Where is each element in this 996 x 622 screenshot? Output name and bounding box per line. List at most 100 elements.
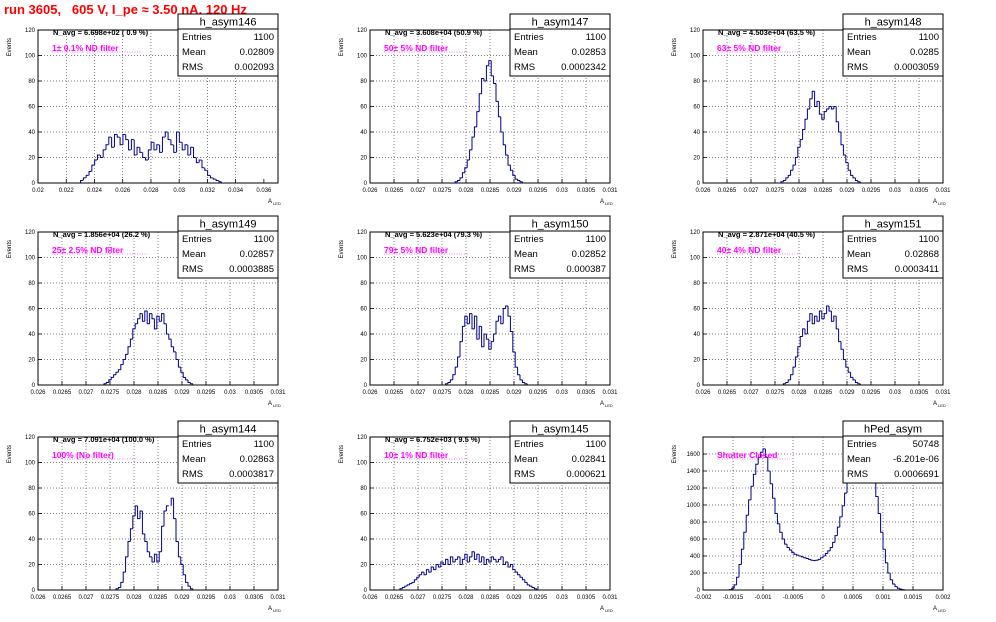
histogram-bin: [184, 144, 188, 150]
stats-value-rms: 0.0003411: [895, 264, 939, 275]
histogram-bin: [832, 541, 835, 548]
histogram-bin: [529, 584, 532, 587]
histogram-bin: [852, 175, 856, 179]
histogram-bin: [454, 558, 458, 562]
x-tick-label: 0.0295: [197, 390, 216, 396]
run-header: run 3605, 605 V, I_pe ≈ 3.50 nA, 120 Hz: [4, 2, 247, 17]
x-tick-label: 0.0305: [910, 390, 929, 396]
histogram-bin: [519, 180, 523, 183]
x-tick-label: 0.0305: [245, 390, 264, 396]
x-tick-label: 0.0005: [844, 595, 863, 601]
x-tick-label: 0.001: [875, 595, 891, 601]
histogram-bin: [502, 308, 506, 324]
histogram-bin: [839, 516, 843, 528]
histogram-bin: [91, 164, 95, 172]
x-tick-label: 0.03: [173, 188, 185, 194]
x-axis-title: A: [933, 401, 937, 407]
histogram-bin: [473, 126, 477, 138]
histogram-bin: [814, 315, 817, 324]
histogram-bin: [512, 170, 516, 176]
histogram-bin: [469, 556, 472, 562]
x-tick-label: 0.0275: [766, 390, 785, 396]
histogram-bin: [818, 310, 822, 322]
histogram-bin: [478, 325, 482, 340]
histogram-bin: [517, 367, 520, 376]
stats-label-mean: Mean: [847, 249, 871, 260]
y-axis-title: Events: [7, 445, 13, 463]
histogram-bin: [493, 556, 496, 560]
x-tick-label: 0.026: [362, 390, 378, 396]
stats-value-mean: 0.02868: [905, 249, 939, 260]
histogram-bin: [461, 325, 465, 342]
histogram-bin: [430, 566, 434, 573]
histogram-bin: [509, 564, 513, 568]
x-tick-label: 0.029: [506, 390, 522, 396]
histogram-bin: [500, 116, 504, 133]
histogram-bin: [110, 376, 114, 380]
histogram-bin: [787, 379, 791, 383]
stats-label-rms: RMS: [182, 62, 203, 73]
histogram-bin: [852, 377, 856, 381]
x-tick-label: 0.026: [695, 188, 711, 194]
y-tick-label: 0: [364, 383, 368, 389]
histogram-bin: [435, 564, 439, 570]
histogram-bin: [476, 111, 480, 127]
histogram-bin: [481, 77, 484, 94]
histogram-bin: [806, 320, 810, 334]
y-tick-label: 0: [32, 588, 36, 594]
histogram-bin: [731, 587, 735, 590]
histogram-bin: [811, 90, 815, 99]
stats-value-entries: 50748: [913, 439, 939, 450]
histogram-bin: [411, 581, 415, 584]
navg-label: N_avg = 1.856e+04 (26.2 %): [53, 230, 151, 239]
histogram-bin: [176, 131, 179, 153]
x-tick-label: 0.026: [30, 595, 46, 601]
x-tick-label: 0: [821, 595, 825, 601]
histogram-bin: [469, 313, 472, 324]
x-tick-label: 0.028: [143, 188, 159, 194]
histogram-bin: [447, 559, 451, 565]
histogram-bin: [464, 553, 468, 560]
histogram-panel-hPed_asym: -0.002 -0.0015 -0.001 -0.0005 0 0.0005 0.001 0.…: [672, 420, 951, 613]
histogram-bin: [495, 320, 499, 334]
histogram-bin: [423, 572, 427, 576]
histogram-bin: [149, 313, 152, 324]
histogram-bin: [519, 374, 523, 381]
histogram-bin: [113, 134, 117, 148]
histogram-bin: [521, 379, 525, 383]
navg-label: N_avg = 6.698e+02 ( 0.9 %): [53, 28, 149, 37]
stats-value-rms: 0.0003817: [229, 469, 274, 480]
histogram-bin: [785, 381, 789, 384]
histogram-bin: [830, 311, 834, 322]
histogram-bin: [811, 313, 815, 325]
histogram-bin: [168, 334, 172, 340]
histogram-bin: [117, 586, 121, 589]
histogram-bin: [108, 136, 112, 145]
histogram-bin: [471, 136, 475, 150]
stats-value-entries: 1100: [254, 439, 274, 450]
y-tick-label: 40: [28, 332, 35, 338]
histogram-bin: [799, 336, 803, 347]
histogram-bin: [821, 311, 825, 320]
histogram-bin: [185, 377, 188, 381]
x-axis-title-subscript: LED: [938, 608, 946, 613]
histogram-bin: [500, 316, 504, 325]
histogram-bin: [127, 346, 131, 355]
x-tick-label: 0.024: [87, 188, 103, 194]
histogram-bin: [129, 338, 133, 347]
stats-label-mean: Mean: [182, 47, 206, 58]
histogram-bin: [524, 579, 528, 583]
histogram-bin: [485, 558, 489, 565]
histogram-bin: [796, 554, 799, 556]
x-tick-label: 0.031: [270, 595, 286, 601]
y-tick-label: 60: [693, 105, 700, 111]
histogram-bin: [481, 556, 484, 562]
histogram-bin: [845, 154, 849, 164]
histogram-bin: [894, 584, 898, 588]
y-tick-label: 100: [25, 461, 36, 467]
stats-value-mean: 0.02852: [572, 249, 606, 260]
histogram-name: h_asym146: [200, 17, 257, 29]
y-axis-title: Events: [672, 240, 678, 258]
filter-label: 10± 1% ND filter: [384, 450, 449, 460]
histogram-bin: [173, 144, 177, 153]
